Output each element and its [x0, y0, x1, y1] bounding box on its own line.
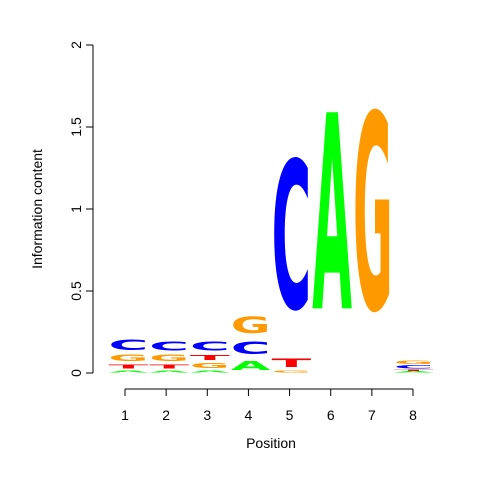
logo-letter-a: A [190, 370, 230, 373]
x-tick-label: 5 [286, 407, 294, 423]
logo-letter-c: C [272, 121, 312, 357]
logo-letter-g: G [394, 360, 434, 365]
logo-letter-t: T [394, 370, 434, 372]
logo-letter-g: G [108, 354, 148, 364]
logo-letter-c: C [231, 339, 271, 358]
logo-letter-c: C [149, 339, 189, 353]
x-tick-label: 4 [245, 407, 253, 423]
x-axis-ticks: 1 2 3 4 5 6 7 8 [121, 389, 417, 423]
logo-letter-c: C [394, 365, 434, 370]
x-tick-label: 3 [203, 407, 211, 423]
logo-letter-g: G [272, 370, 312, 373]
y-tick-label: 2 [68, 41, 84, 49]
logo-letter-g: G [149, 354, 189, 364]
x-axis-title: Position [246, 435, 296, 451]
y-tick-label: 0 [68, 369, 84, 377]
logo-letter-g: G [231, 312, 271, 338]
logo-letter-c: C [109, 337, 149, 353]
logo-letter-t: T [272, 357, 312, 370]
logo-letter-a: A [149, 370, 189, 373]
y-tick-label: 0.5 [68, 281, 84, 301]
logo-letter-a: A [312, 58, 352, 372]
x-tick-label: 2 [162, 407, 170, 423]
logo-letter-t: T [149, 363, 189, 370]
x-tick-label: 7 [368, 407, 376, 423]
logo-letter-a: A [109, 370, 149, 373]
y-tick-label: 1.5 [68, 117, 84, 137]
logo-letter-a: A [394, 371, 434, 373]
x-tick-label: 1 [121, 407, 129, 423]
y-axis-ticks: 0 0.5 1 1.5 2 [68, 41, 93, 377]
logo-letter-t: T [190, 353, 231, 361]
logo-letter-t: T [109, 363, 149, 370]
y-axis-title: Information content [29, 149, 45, 269]
logo-letter-g: G [353, 59, 393, 372]
logo-letter-a: A [231, 358, 271, 373]
logo-letter-c: C [190, 339, 230, 353]
y-tick-label: 1 [68, 205, 84, 213]
x-tick-label: 8 [409, 407, 417, 423]
x-tick-label: 6 [327, 407, 335, 423]
logo-letter-g: G [190, 362, 230, 370]
